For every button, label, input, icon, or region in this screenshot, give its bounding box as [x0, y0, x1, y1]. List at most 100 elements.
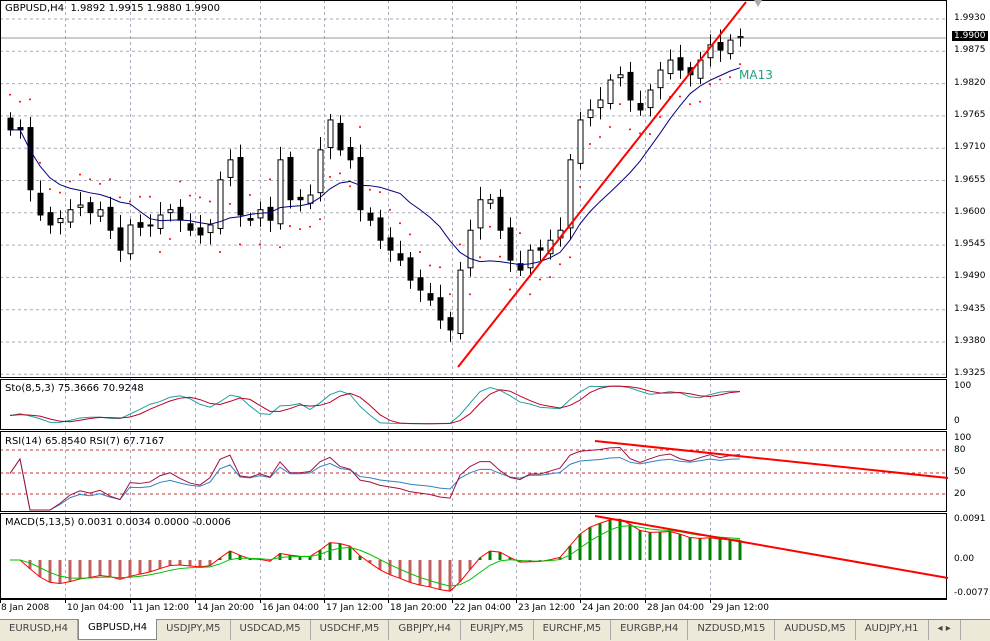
candle-bull [328, 120, 333, 148]
sar-dot [689, 103, 691, 105]
macd-bar [109, 560, 112, 577]
candle-bull [208, 225, 213, 233]
price-axis-label: 1.9600 [954, 207, 986, 217]
sar-dot [519, 232, 521, 234]
sar-dot [339, 172, 341, 174]
sar-dot [679, 95, 681, 97]
candle-bear [248, 219, 253, 221]
ohlc-values: 1.9892 1.9915 1.9880 1.9900 [70, 3, 220, 14]
candle-bull [458, 270, 463, 333]
tab-eurusd-h4[interactable]: EURUSD,H4 [0, 620, 78, 640]
macd-bar [409, 560, 412, 582]
candle-bull [148, 225, 153, 226]
tab-eurchf-m5[interactable]: EURCHF,M5 [534, 620, 612, 640]
macd-bar [719, 539, 722, 560]
sar-dot [359, 126, 361, 128]
candle-bear [118, 228, 123, 250]
price-axis-label: 1.9490 [954, 271, 986, 281]
macd-bar [459, 560, 462, 582]
sar-dot [729, 76, 731, 78]
candle-bull [658, 70, 663, 88]
candle-bear [388, 238, 393, 250]
sar-dot [299, 228, 301, 230]
price-axis-label: 1.9655 [954, 175, 986, 185]
macd-bar [659, 532, 662, 560]
time-axis-label: 23 Jan 12:00 [518, 603, 575, 613]
shift-marker-icon[interactable] [754, 0, 762, 7]
time-axis-label: 24 Jan 20:00 [582, 603, 639, 613]
trendline-macd[interactable] [595, 516, 948, 578]
price-axis-label: 1.9820 [954, 78, 986, 88]
price-axis-label: 1.9875 [954, 45, 986, 55]
candlesticks [8, 28, 743, 341]
sar-dot [29, 98, 31, 100]
tab-scroll-arrows-icon[interactable]: ◂ ▸ [929, 620, 961, 640]
sar-dot [569, 256, 571, 258]
rsi-axis-50: 50 [954, 467, 965, 477]
sar-dot [579, 186, 581, 188]
candle-bull [578, 120, 583, 163]
sar-dot [159, 251, 161, 253]
sar-dot [609, 126, 611, 128]
candle-bull [58, 219, 63, 223]
candle-bear [628, 72, 633, 100]
sar-dot [649, 133, 651, 135]
chart-header: GBPUSD,H4 1.9892 1.9915 1.9880 1.9900 [5, 3, 220, 14]
sar-dot [149, 196, 151, 198]
symbol-label: GBPUSD,H4 [5, 3, 64, 14]
tab-usdchf-m5[interactable]: USDCHF,M5 [311, 620, 390, 640]
candle-bear [298, 197, 303, 199]
macd-bar [189, 560, 192, 566]
tab-nzdusd-m15[interactable]: NZDUSD,M15 [688, 620, 775, 640]
macd-axis-zero: 0.00 [954, 554, 974, 564]
sar-dot [409, 233, 411, 235]
sar-dot [699, 101, 701, 103]
tab-gbpusd-h4[interactable]: GBPUSD,H4 [78, 619, 157, 640]
trendline-price[interactable] [458, 2, 746, 367]
candle-bull [488, 200, 493, 204]
tab-eurgbp-h4[interactable]: EURGBP,H4 [611, 620, 688, 640]
candle-bull [588, 110, 593, 118]
candle-bear [88, 203, 93, 213]
tab-gbpjpy-h4[interactable]: GBPJPY,H4 [389, 620, 461, 640]
sar-dot [429, 264, 431, 266]
sar-dot [539, 279, 541, 281]
candle-bull [478, 200, 483, 228]
sar-dot [179, 181, 181, 183]
sar-dot [229, 203, 231, 205]
macd-bar [439, 560, 442, 590]
stoch-label: Sto(8,5,3) 75.3666 70.9248 [5, 383, 144, 394]
macd-bar [339, 543, 342, 560]
macd-bar [419, 560, 422, 585]
sar-dot [399, 222, 401, 224]
tab-audusd-m5[interactable]: AUDUSD,M5 [775, 620, 855, 640]
candle-bear [188, 224, 193, 230]
tab-audjpy-h1[interactable]: AUDJPY,H1 [856, 620, 929, 640]
candle-bear [508, 228, 513, 260]
macd-bar [729, 539, 732, 560]
candle-bull [608, 80, 613, 103]
sar-dot [189, 195, 191, 197]
tab-usdjpy-m5[interactable]: USDJPY,M5 [157, 620, 230, 640]
candle-bull [168, 210, 173, 213]
sar-dot [49, 188, 51, 190]
tab-usdcad-m5[interactable]: USDCAD,M5 [231, 620, 311, 640]
sar-dot [19, 101, 21, 103]
sar-dot [309, 226, 311, 228]
macd-bar [649, 532, 652, 560]
sar-dot [109, 178, 111, 180]
tab-eurjpy-m5[interactable]: EURJPY,M5 [461, 620, 534, 640]
candle-bull [528, 250, 533, 268]
candle-bear [538, 248, 543, 250]
macd-bar [289, 555, 292, 560]
sar-dot [329, 176, 331, 178]
candle-bear [348, 148, 353, 160]
candle-bear [428, 294, 433, 300]
stoch-axis-100: 100 [954, 381, 971, 391]
sar-dot [709, 83, 711, 85]
macd-bar [169, 560, 172, 566]
time-axis-label: 11 Jan 12:00 [132, 603, 189, 613]
macd-bar [159, 560, 162, 569]
macd-bar [389, 560, 392, 575]
